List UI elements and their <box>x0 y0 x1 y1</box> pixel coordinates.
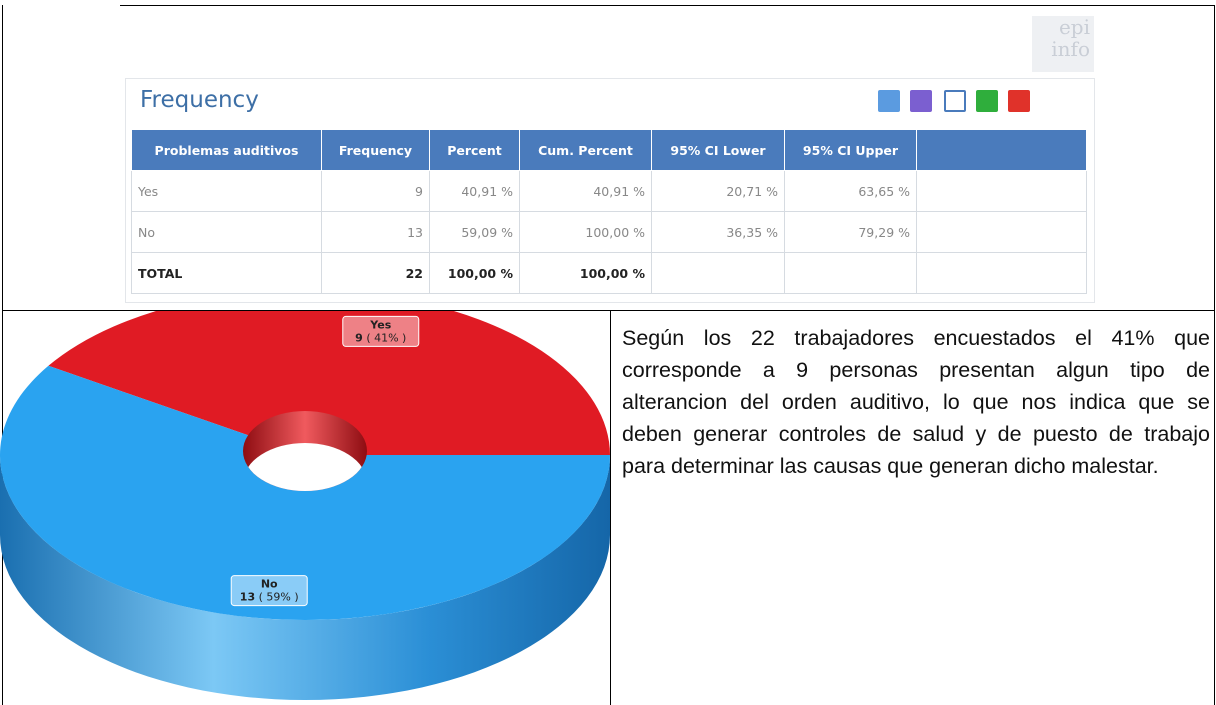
slice-name: Yes <box>369 318 391 331</box>
border <box>2 5 3 705</box>
slice-value: 9 <box>355 331 363 344</box>
header-cell: 95% CI Upper <box>784 129 917 171</box>
list-icon[interactable] <box>944 90 966 112</box>
header-row: Problemas auditivos Frequency Percent Cum. … <box>131 129 1087 171</box>
header-cell: Frequency <box>321 129 430 171</box>
slice-label: 13 ( 59% ) <box>240 591 299 604</box>
cell: Yes <box>131 170 322 212</box>
label-box <box>342 315 420 347</box>
cell: 22 <box>321 252 430 294</box>
pie-slice <box>48 311 610 455</box>
collapse-icon[interactable] <box>976 90 998 112</box>
border <box>2 310 1215 311</box>
border <box>1214 5 1215 705</box>
header-cell: 95% CI Lower <box>651 129 785 171</box>
header-cell: Cum. Percent <box>519 129 652 171</box>
bar-cell <box>916 211 1087 253</box>
row: TOTAL 22 100,00 % 100,00 % <box>131 252 1087 294</box>
cell: 59,09 % <box>429 211 520 253</box>
filter-icon[interactable] <box>878 90 900 112</box>
bar-cell <box>916 170 1087 212</box>
row: Yes 9 40,91 % 40,91 % 20,71 % 63,65 % <box>131 170 1087 212</box>
header-cell: Problemas auditivos <box>131 129 322 171</box>
cell: 40,91 % <box>429 170 520 212</box>
border <box>120 5 1215 6</box>
label-box <box>230 575 308 607</box>
frequency-table: Problemas auditivos Frequency Percent Cum. … <box>131 129 1087 294</box>
logo-text: info <box>1051 37 1090 61</box>
cell: 20,71 % <box>651 170 785 212</box>
cell <box>784 252 917 294</box>
settings-icon[interactable] <box>910 90 932 112</box>
frequency-panel: Frequency Problemas auditivos Frequency Pe… <box>125 78 1095 303</box>
cell: 100,00 % <box>429 252 520 294</box>
cell: No <box>131 211 322 253</box>
cell: 100,00 % <box>519 252 652 294</box>
slice-value: 13 <box>240 591 255 604</box>
cell: TOTAL <box>131 252 322 294</box>
logo: epi info <box>1032 16 1094 72</box>
pie-slice <box>0 365 610 621</box>
pie-side <box>0 455 610 700</box>
panel-title: Frequency <box>140 87 259 113</box>
cell: 13 <box>321 211 430 253</box>
cell: 40,91 % <box>519 170 652 212</box>
cell: 36,35 % <box>651 211 785 253</box>
row: No 13 59,09 % 100,00 % 36,35 % 79,29 % <box>131 211 1087 253</box>
slice-percent: ( 41% ) <box>366 331 406 344</box>
slice-label: 9 ( 41% ) <box>355 331 406 344</box>
slice-name: No <box>261 578 278 591</box>
hole-floor <box>243 443 367 491</box>
cell: 63,65 % <box>784 170 917 212</box>
bar-cell <box>916 252 1087 294</box>
paragraph: Según los 22 trabajadores encuestados el… <box>622 326 1210 478</box>
close-icon[interactable] <box>1008 90 1030 112</box>
border <box>610 310 611 705</box>
cell <box>651 252 785 294</box>
cell: 79,29 % <box>784 211 917 253</box>
slice-percent: ( 59% ) <box>259 591 299 604</box>
cell: 100,00 % <box>519 211 652 253</box>
header-cell <box>916 129 1087 171</box>
logo-text: epi <box>1058 15 1090 39</box>
header-cell: Percent <box>429 129 520 171</box>
cell: 9 <box>321 170 430 212</box>
